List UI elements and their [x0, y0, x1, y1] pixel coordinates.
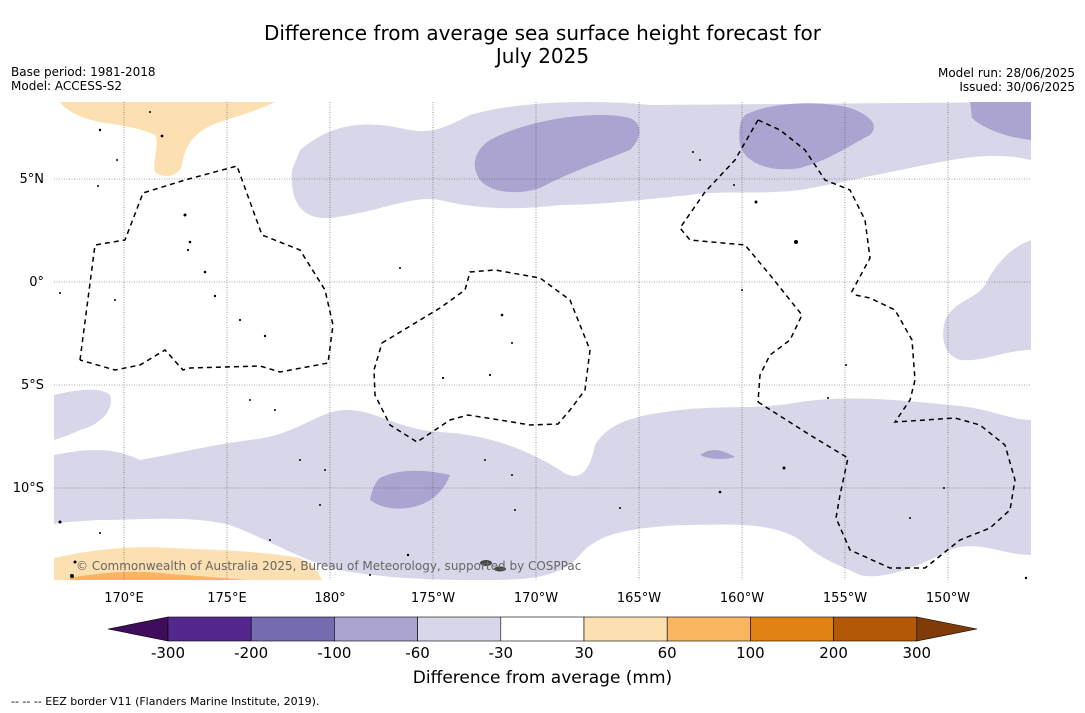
base-period-text: Base period: 1981-2018 — [11, 65, 156, 79]
latitude-labels: 5°N 0° 5°S 10°S — [13, 172, 44, 496]
colorbar-segment — [750, 616, 834, 642]
meta-right: Model run: 28/06/2025 Issued: 30/06/2025 — [938, 66, 1075, 94]
credit-text: © Commonwealth of Australia 2025, Bureau… — [76, 559, 581, 573]
lon-label: 175°W — [411, 591, 455, 606]
colorbar-segment — [250, 616, 335, 642]
map-title: Difference from average sea surface heig… — [0, 22, 1085, 68]
colorbar-extend-low — [107, 616, 169, 642]
anomaly-positive-light-nw — [60, 102, 275, 176]
colorbar-segment — [583, 616, 668, 642]
lon-label: 150°W — [926, 591, 970, 606]
graticule — [54, 102, 1031, 580]
anomaly-core-south-2 — [700, 449, 735, 460]
lat-label: 5°N — [20, 172, 45, 187]
anomaly-band-west — [54, 389, 111, 440]
eez-footnote: -- -- -- EEZ border V11 (Flanders Marine… — [11, 695, 320, 708]
colorbar-segment — [334, 616, 418, 642]
issued-text: Issued: 30/06/2025 — [959, 80, 1075, 94]
colorbar-tick: 100 — [736, 644, 765, 662]
colorbar-segment — [500, 616, 585, 642]
colorbar-tick: -60 — [405, 644, 430, 662]
title-line-1: Difference from average sea surface heig… — [263, 21, 822, 45]
anomaly-band-south — [54, 398, 1031, 580]
colorbar-tick: 60 — [658, 644, 677, 662]
colorbar-label: Difference from average (mm) — [412, 668, 673, 688]
colorbar-tick: 200 — [819, 644, 848, 662]
colorbar-tick: -300 — [151, 644, 185, 662]
eez-border-cook-islands — [757, 294, 1016, 569]
anomaly-band-east — [943, 240, 1031, 361]
lon-label: 175°E — [207, 591, 247, 606]
eez-borders — [79, 119, 1016, 569]
colorbar-tick: 30 — [574, 644, 593, 662]
colorbar-segment — [167, 616, 252, 642]
eez-border-line-islands — [757, 119, 871, 296]
map-panel: © Commonwealth of Australia 2025, Bureau… — [54, 102, 1031, 580]
colorbar-tick: -30 — [489, 644, 514, 662]
colorbar-tick: -200 — [234, 644, 268, 662]
islands — [58, 111, 1028, 580]
title-line-2: July 2025 — [495, 44, 590, 68]
model-text: Model: ACCESS-S2 — [11, 79, 123, 93]
anomaly-core-north-2 — [739, 103, 874, 170]
eez-border-tuvalu-tokelau — [373, 269, 591, 443]
eez-border-kiribati-gilberts — [79, 165, 334, 373]
anomaly-positive-mid-sw — [70, 571, 245, 580]
lon-label: 170°W — [514, 591, 558, 606]
eez-border-line-islands-2 — [679, 119, 803, 403]
colorbar-segment — [833, 616, 918, 642]
lon-label: 165°W — [617, 591, 661, 606]
colorbar-tick: -100 — [317, 644, 351, 662]
anomaly-core-north-1 — [474, 114, 640, 193]
colorbar-tick: 300 — [902, 644, 931, 662]
anomaly-core-south-1 — [370, 470, 450, 509]
model-run-text: Model run: 28/06/2025 — [937, 66, 1075, 80]
meta-left: Base period: 1981-2018 Model: ACCESS-S2 — [11, 65, 156, 93]
lon-label: 180° — [314, 591, 345, 606]
colorbar-segment — [417, 616, 502, 642]
anomaly-core-north-3 — [970, 102, 1031, 140]
longitude-labels: 170°E 175°E 180° 175°W 170°W 165°W 160°W 155°W 1… — [104, 591, 970, 606]
lon-label: 155°W — [823, 591, 867, 606]
colorbar — [107, 616, 978, 642]
colorbar-segment — [666, 616, 751, 642]
anomaly-positive-light-sw — [54, 547, 322, 580]
lon-label: 170°E — [104, 591, 144, 606]
colorbar-extend-high — [916, 616, 978, 642]
colorbar-tick-labels: -300 -200 -100 -60 -30 30 60 100 200 300 — [151, 644, 931, 662]
lat-label: 0° — [29, 275, 44, 290]
lon-label: 160°W — [720, 591, 764, 606]
lat-label: 5°S — [21, 378, 44, 393]
lat-label: 10°S — [13, 481, 44, 496]
